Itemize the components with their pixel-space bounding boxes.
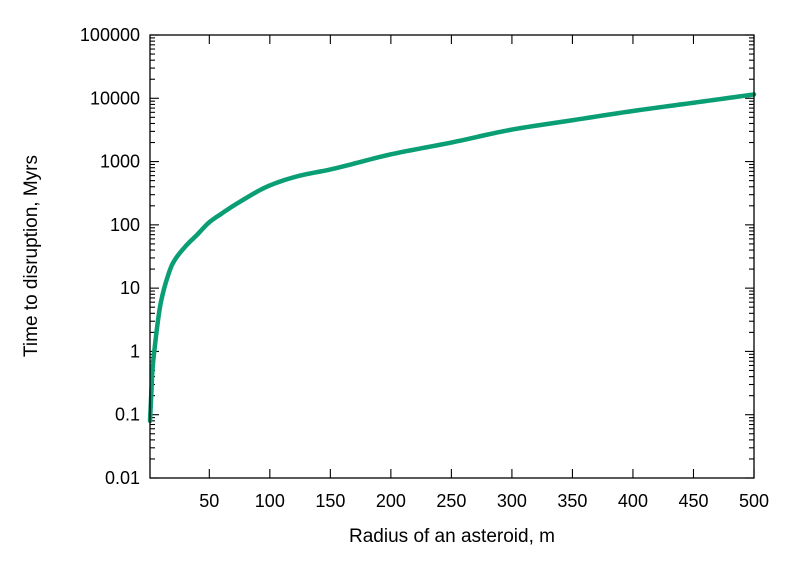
y-tick-label: 100000 — [80, 25, 140, 45]
x-tick-labels: 50 100 150 200 250 300 350 400 450 500 — [199, 491, 769, 511]
y-tick-label: 0.1 — [115, 405, 140, 425]
y-tick-label: 100 — [110, 215, 140, 235]
x-tick-label: 500 — [739, 491, 769, 511]
y-tick-label: 10 — [120, 278, 140, 298]
series-group — [147, 92, 757, 424]
x-tick-label: 100 — [255, 491, 285, 511]
plot-frame — [149, 34, 755, 479]
series-line — [147, 92, 757, 424]
y-tick-label: 1 — [130, 341, 140, 361]
y-tick-label: 1000 — [100, 152, 140, 172]
x-tick-label: 450 — [678, 491, 708, 511]
x-tick-label: 50 — [199, 491, 219, 511]
x-tick-label: 150 — [315, 491, 345, 511]
x-tick-label: 250 — [436, 491, 466, 511]
y-tick-label: 10000 — [90, 88, 140, 108]
x-tick-label: 350 — [557, 491, 587, 511]
x-tick-label: 300 — [497, 491, 527, 511]
x-tick-label: 400 — [618, 491, 648, 511]
y-axis-label: Time to disruption, Myrs — [21, 155, 42, 357]
axis-ticks — [150, 34, 755, 479]
y-tick-label: 0.01 — [105, 468, 140, 488]
x-axis-label: Radius of an asteroid, m — [349, 526, 555, 547]
y-tick-labels: 0.01 0.1 1 10 100 1000 10000 100000 — [80, 25, 140, 488]
x-tick-label: 200 — [376, 491, 406, 511]
